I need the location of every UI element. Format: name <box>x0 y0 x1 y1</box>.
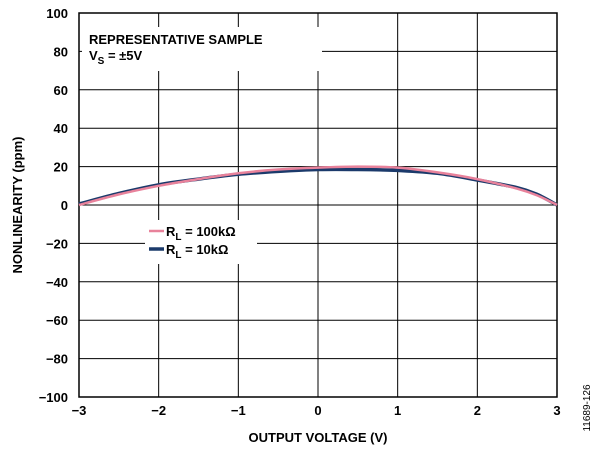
y-tick-label: −80 <box>46 352 68 367</box>
y-axis-title: NONLINEARITY (ppm) <box>10 137 25 274</box>
annotation-box <box>82 27 322 71</box>
legend-10k-main: R <box>166 242 176 257</box>
x-axis-title: OUTPUT VOLTAGE (V) <box>249 430 388 445</box>
y-tick-label: 100 <box>46 6 68 21</box>
y-tick-label: 60 <box>54 83 68 98</box>
y-tick-label: −40 <box>46 275 68 290</box>
annotation-vs-rest: = ±5V <box>104 48 142 63</box>
legend-100k-rest: = 100kΩ <box>182 224 236 239</box>
annotation-line-1: REPRESENTATIVE SAMPLE <box>89 32 263 47</box>
x-tick-label: 2 <box>474 403 481 418</box>
y-tick-label: −20 <box>46 236 68 251</box>
series-line-rl-100k <box>78 165 558 207</box>
y-tick-label: −100 <box>39 390 68 405</box>
legend-10k-rest: = 10kΩ <box>182 242 229 257</box>
x-tick-label: −1 <box>231 403 246 418</box>
x-tick-label: 1 <box>394 403 401 418</box>
legend-label-10k: RL = 10kΩ <box>166 242 228 261</box>
legend-box <box>145 220 257 264</box>
y-tick-label: 0 <box>61 198 68 213</box>
y-tick-label: −60 <box>46 313 68 328</box>
legend-label-100k: RL = 100kΩ <box>166 224 236 243</box>
legend-100k-sub: L <box>175 232 181 243</box>
x-tick-label: 0 <box>314 403 321 418</box>
x-tick-labels: −3 −2 −1 0 1 2 3 <box>72 403 561 418</box>
y-tick-label: 20 <box>54 160 68 175</box>
series-group <box>78 165 558 207</box>
y-tick-label: 80 <box>54 44 68 59</box>
x-tick-label: −3 <box>72 403 87 418</box>
x-tick-label: 3 <box>553 403 560 418</box>
y-tick-labels: 100 80 60 40 20 0 −20 −40 −60 −80 −100 <box>39 6 68 405</box>
annotation-line-2: VS = ±5V <box>89 48 143 67</box>
figure-id: 11689-126 <box>582 384 593 432</box>
legend-100k-main: R <box>166 224 176 239</box>
legend-10k-sub: L <box>175 250 181 261</box>
annotation-vs-main: V <box>89 48 98 63</box>
y-tick-label: 40 <box>54 121 68 136</box>
x-tick-label: −2 <box>151 403 166 418</box>
annotation-vs-sub: S <box>98 56 105 67</box>
